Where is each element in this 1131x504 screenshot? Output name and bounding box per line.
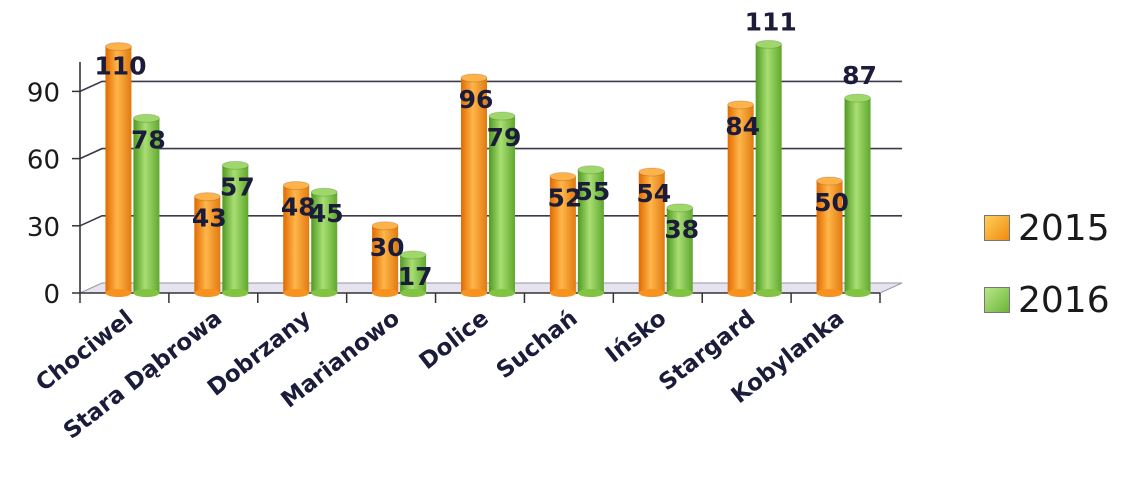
- legend-item-2015: 2015: [984, 207, 1110, 249]
- value-label-2015-Suchań: 52: [547, 184, 582, 213]
- bar-2015-Chociwel: [104, 42, 132, 297]
- bar-2016-Marianowo: [399, 250, 427, 297]
- bar-2015-Ińsko: [638, 167, 666, 297]
- value-label-2016-Marianowo: 17: [398, 262, 433, 291]
- value-label-2015-Kobylanka: 50: [814, 188, 849, 217]
- value-label-2016-Stargard: 111: [745, 7, 797, 36]
- legend-swatch-2015: [984, 215, 1010, 241]
- bar-2015-Stargard: [727, 100, 755, 297]
- bar-2016-Kobylanka: [844, 93, 872, 297]
- category-label-6: Ińsko: [601, 305, 671, 368]
- value-label-2015-Ińsko: 54: [636, 179, 671, 208]
- category-label-1: Stara Dąbrowa: [59, 305, 227, 444]
- legend-swatch-2016: [984, 287, 1010, 313]
- bars: [104, 39, 872, 297]
- value-label-2015-Stargard: 84: [725, 112, 760, 141]
- category-label-5: Suchań: [492, 305, 583, 384]
- y-tick-label: 90: [27, 78, 60, 108]
- legend-label-2016: 2016: [1018, 279, 1110, 321]
- value-label-2015-Dolice: 96: [459, 85, 494, 114]
- bar-2015-Stara Dąbrowa: [193, 192, 221, 297]
- value-label-2016-Suchań: 55: [575, 177, 610, 206]
- value-label-2016-Ińsko: 38: [664, 215, 699, 244]
- value-label-2016-Chociwel: 78: [131, 125, 166, 154]
- bar-2015-Dolice: [460, 73, 488, 297]
- value-label-2015-Stara Dąbrowa: 43: [192, 204, 227, 233]
- bar-2016-Dolice: [488, 111, 516, 297]
- y-tick-label: 60: [27, 146, 60, 176]
- y-axis-ticks: 0 30 60 90: [27, 78, 60, 310]
- value-label-2016-Dobrzany: 45: [309, 199, 344, 228]
- bar-2016-Chociwel: [132, 113, 160, 297]
- bar-2016-Stargard: [755, 39, 783, 297]
- bar-2016-Suchań: [577, 165, 605, 297]
- gridline: [79, 215, 902, 227]
- legend-label-2015: 2015: [1018, 207, 1110, 249]
- value-label-2016-Kobylanka: 87: [842, 61, 877, 90]
- legend-item-2016: 2016: [984, 279, 1110, 321]
- y-tick-label: 30: [27, 213, 60, 243]
- bar-2016-Ińsko: [666, 203, 694, 297]
- bar-2015-Marianowo: [371, 221, 399, 297]
- bar-2016-Stara Dąbrowa: [221, 160, 249, 297]
- value-label-2016-Dolice: 79: [487, 123, 522, 152]
- category-label-4: Dolice: [415, 305, 494, 375]
- gridline: [79, 147, 902, 160]
- bar-2015-Kobylanka: [816, 176, 844, 297]
- gridline: [79, 80, 902, 93]
- y-tick-label: 0: [43, 280, 60, 310]
- legend: 2015 2016: [984, 208, 1110, 352]
- bar-2015-Suchań: [549, 172, 577, 297]
- value-label-2016-Stara Dąbrowa: 57: [220, 172, 255, 201]
- bar-2016-Dobrzany: [310, 187, 338, 297]
- value-label-2015-Dobrzany: 48: [281, 192, 316, 221]
- value-label-2015-Chociwel: 110: [94, 52, 146, 81]
- value-label-2015-Marianowo: 30: [370, 233, 405, 262]
- bar-2015-Dobrzany: [282, 180, 310, 297]
